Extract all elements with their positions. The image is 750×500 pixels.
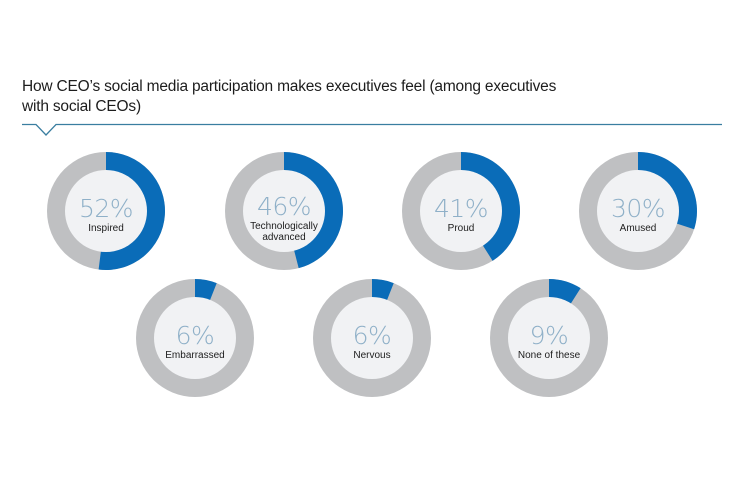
donut-center <box>420 170 502 252</box>
donut-category-label: Proud <box>448 223 475 234</box>
donut-center <box>597 170 679 252</box>
donut-center <box>508 297 590 379</box>
donut-value-arc <box>638 152 697 230</box>
donut-percent-label: 30% <box>611 194 665 223</box>
donut-proud: 41%Proud <box>402 152 520 270</box>
donut-inspired: 52%Inspired <box>47 152 166 270</box>
chart-title-line-1: How CEO’s social media participation mak… <box>22 78 557 95</box>
chart-title: How CEO’s social media participation mak… <box>22 77 662 117</box>
donut-percent-label: 6% <box>176 321 215 350</box>
donut-category-label: Technologically <box>250 221 318 232</box>
donut-category-label: Inspired <box>88 223 124 234</box>
donut-value-arc <box>549 279 581 304</box>
donut-percent-label: 41% <box>434 194 488 223</box>
donut-percent-label: 52% <box>79 194 133 223</box>
donut-percent-label: 9% <box>530 321 569 350</box>
donut-value-arc <box>284 152 343 269</box>
donut-value-arc <box>98 152 166 270</box>
donut-value-arc <box>195 279 217 301</box>
donut-percent-label: 46% <box>257 192 311 221</box>
donut-center <box>65 170 147 252</box>
donut-center <box>331 297 413 379</box>
donut-percent-label: 6% <box>353 321 392 350</box>
donut-category-label: Nervous <box>353 350 390 361</box>
donut-category-label: advanced <box>262 232 305 243</box>
chart-title-line-2: with social CEOs) <box>22 98 141 115</box>
donut-value-arc <box>461 152 520 261</box>
donut-amused: 30%Amused <box>579 152 697 270</box>
donut-category-label: Embarrassed <box>165 350 224 361</box>
donut-category-label: Amused <box>620 223 657 234</box>
donut-center <box>243 170 325 252</box>
donut-embarrassed: 6%Embarrassed <box>136 279 254 397</box>
donut-value-arc <box>372 279 394 301</box>
donut-nervous: 6%Nervous <box>313 279 431 397</box>
donut-category-label: None of these <box>518 350 581 361</box>
donut-none-of-these: 9%None of these <box>490 279 608 397</box>
donut-center <box>154 297 236 379</box>
